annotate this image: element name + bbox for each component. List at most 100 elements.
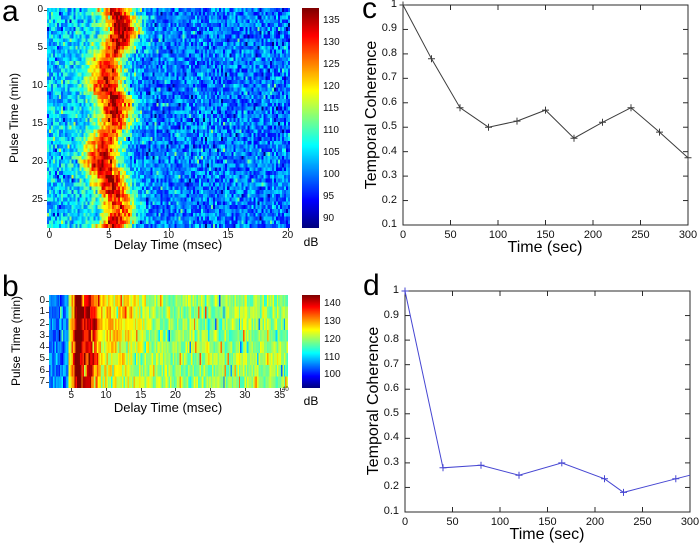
x-tick-label: 200 — [583, 229, 603, 241]
tick-mark — [44, 85, 47, 87]
tick-mark — [49, 228, 51, 231]
colorbar-tick-label: 120 — [324, 333, 341, 345]
y-tick-label: 0.3 — [381, 169, 397, 182]
y-tick-label: 0 — [39, 294, 45, 306]
tick-mark — [168, 228, 170, 231]
y-tick-label: 0.9 — [383, 308, 399, 321]
x-tick-label: 35 — [274, 390, 286, 401]
colorbar-tick-label: 125 — [323, 59, 340, 71]
y-tick-label: 6 — [39, 364, 45, 376]
y-tick-label: 0.4 — [381, 144, 397, 157]
tick-mark — [71, 388, 73, 391]
tick-mark — [140, 388, 142, 391]
tick-mark — [44, 9, 47, 11]
panel-b-xtick-40-tiny: 40 — [282, 387, 289, 393]
tick-mark — [46, 300, 49, 302]
tick-mark — [287, 228, 289, 231]
y-tick-label: 1 — [392, 284, 399, 296]
y-tick-label: 0.6 — [381, 95, 397, 108]
y-tick-label: 0.3 — [383, 455, 399, 468]
y-tick-label: 0.8 — [383, 333, 399, 346]
panel-a-colorbar-label: dB — [303, 235, 319, 249]
x-tick-label: 5 — [68, 390, 74, 401]
x-tick-label: 10 — [100, 390, 112, 401]
x-tick-label: 0 — [46, 230, 53, 241]
y-tick-label: 0 — [37, 3, 43, 15]
x-tick-label: 15 — [222, 230, 234, 241]
colorbar-tick-label: 105 — [323, 147, 340, 159]
tick-mark — [228, 228, 230, 231]
y-tick-label: 0.2 — [383, 480, 399, 493]
tick-mark — [210, 388, 212, 391]
panel-c-lineplot — [399, 1, 692, 226]
y-tick-label: 5 — [39, 352, 45, 364]
y-tick-label: 25 — [31, 193, 43, 205]
x-tick-label: 5 — [106, 230, 112, 241]
y-tick-label: 2 — [39, 318, 45, 330]
panel-b-xlabel: Delay Time (msec) — [113, 400, 223, 415]
panel-c-xlabel: Time (sec) — [507, 239, 583, 256]
y-tick-label: 20 — [31, 155, 43, 167]
colorbar-tick-label: 135 — [323, 15, 340, 27]
x-tick-label: 20 — [169, 390, 181, 401]
y-tick-label: 7 — [39, 376, 45, 388]
colorbar-tick-label: 100 — [323, 169, 340, 181]
x-tick-label: 150 — [538, 516, 557, 528]
y-tick-label: 5 — [37, 41, 43, 53]
panel-d-ylabel: Temporal Coherence — [365, 326, 382, 476]
colorbar-tick-label: 140 — [324, 297, 341, 309]
y-tick-label: 0.7 — [383, 357, 399, 370]
y-tick-label: 4 — [39, 341, 45, 353]
y-tick-label: 0.6 — [383, 382, 399, 395]
y-tick-label: 1 — [39, 306, 45, 318]
y-tick-label: 0.1 — [383, 505, 399, 517]
x-tick-label: 50 — [444, 229, 457, 241]
y-tick-label: 0.8 — [381, 46, 397, 59]
y-tick-label: 1 — [390, 0, 397, 10]
tick-mark — [46, 370, 49, 372]
colorbar-tick-label: 130 — [324, 315, 341, 327]
x-tick-label: 0 — [401, 516, 409, 528]
tick-mark — [44, 47, 47, 49]
x-tick-label: 15 — [135, 390, 147, 401]
y-tick-label: 0.1 — [381, 218, 397, 230]
x-tick-label: 100 — [490, 516, 510, 528]
tick-mark — [46, 312, 49, 314]
panel-b-colorbar — [302, 295, 320, 388]
x-tick-label: 300 — [680, 516, 700, 528]
y-tick-label: 0.5 — [381, 120, 397, 133]
x-tick-label: 10 — [162, 230, 175, 241]
colorbar-tick-label: 100 — [324, 369, 341, 381]
x-tick-label: 25 — [204, 390, 216, 401]
tick-mark — [46, 335, 49, 337]
panel-b-letter: b — [2, 270, 19, 303]
panel-b-heatmap — [49, 295, 288, 388]
panel-c-letter: c — [362, 0, 377, 25]
y-tick-label: 0.2 — [381, 193, 397, 206]
y-tick-label: 0.9 — [381, 22, 397, 35]
tick-mark — [44, 123, 47, 125]
panel-a-letter: a — [2, 0, 19, 28]
panel-d-lineplot — [401, 287, 691, 513]
y-tick-label: 3 — [39, 329, 45, 341]
x-tick-label: 200 — [585, 516, 605, 528]
x-tick-label: 150 — [536, 229, 555, 241]
tick-mark — [175, 388, 177, 391]
panel-b-colorbar-label: dB — [303, 394, 319, 408]
x-tick-label: 30 — [239, 390, 251, 401]
tick-mark — [46, 382, 49, 384]
tick-mark — [279, 388, 281, 391]
tick-mark — [46, 358, 49, 360]
colorbar-tick-label: 95 — [323, 191, 335, 203]
panel-d-letter: d — [363, 269, 380, 302]
colorbar-tick-label: 115 — [323, 103, 339, 115]
tick-mark — [44, 199, 47, 201]
colorbar-tick-label: 110 — [323, 125, 339, 137]
tick-mark — [108, 228, 110, 231]
y-tick-label: 0.5 — [383, 406, 399, 419]
y-tick-label: 15 — [31, 117, 43, 129]
colorbar-tick-label: 110 — [324, 351, 340, 363]
tick-mark — [244, 388, 246, 391]
tick-mark — [44, 161, 47, 163]
